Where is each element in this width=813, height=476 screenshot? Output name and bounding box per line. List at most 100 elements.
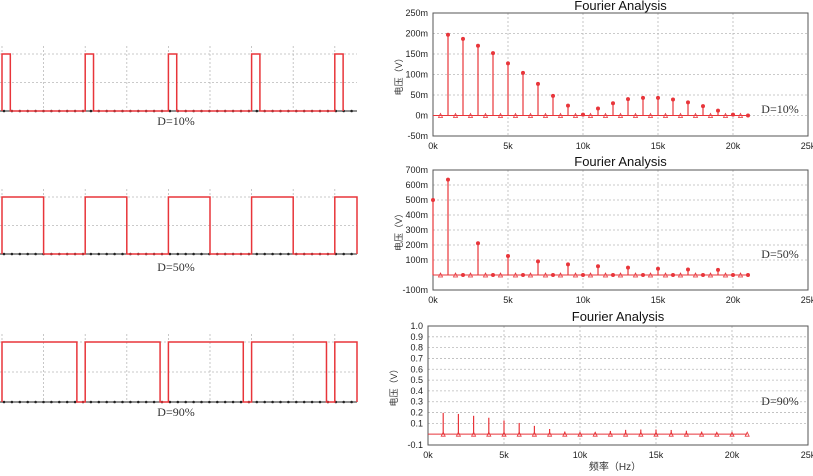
plot-frame [427,325,809,446]
spectrum-marker [546,431,553,437]
spectrum-marker [501,431,507,437]
spectrum-marker [440,431,446,437]
waveform-marker [144,400,148,404]
waveform-duty-label: D=90% [157,405,194,419]
waveform-marker [105,252,108,256]
spectrum-marker [737,272,744,278]
spectrum-marker [562,431,568,437]
y-axis-label: 电压（V） [393,53,404,95]
waveform-marker [255,252,259,256]
y-axis-label: 电压（V） [393,209,404,251]
spectrum-point [581,112,585,117]
waveform-marker [287,252,290,256]
fourier-charts: Fourier Analysis 0k 5k 10k 15k 20k 25k -50m 0m 50… [388,0,813,473]
spectrum-marker [531,431,538,437]
spectrum-marker [647,112,654,118]
waveform-panel-1: D=10% [0,46,357,128]
spectrum-marker [662,112,669,118]
spectrum-marker [698,431,705,437]
x-tick-label: 25k [801,450,813,460]
y-tick-label: 0.3 [410,397,423,407]
spectrum-marker [482,272,489,278]
waveform-marker [223,400,227,404]
spectrum-marker [557,112,564,118]
spectrum-marker [482,112,489,118]
chart-annotation: D=10% [761,102,798,116]
spectrum-point [461,273,465,277]
y-tick-label: 0.2 [410,408,423,418]
x-tick-label: 20k [726,141,741,151]
spectrum-marker [622,431,629,437]
spectrum-marker [647,272,654,278]
x-tick-label: 0k [423,450,433,460]
spectrum-point [671,273,675,277]
waveform-marker [231,400,235,404]
spectrum-point [521,70,525,75]
spectrum-marker [683,431,690,437]
spectrum-point [461,36,465,41]
y-tick-label: 100m [405,70,428,80]
waveform-trace [1,341,358,403]
y-tick-label: 300m [405,225,428,235]
waveform-marker [168,252,172,256]
y-tick-label: -0.1 [407,440,423,450]
x-tick-label: 25k [801,141,813,151]
x-tick-label: 25k [801,295,813,305]
x-tick-label: 0k [428,141,438,151]
spectrum-marker [668,431,674,437]
waveform-marker [18,252,22,256]
spectrum-marker [467,272,474,278]
spectrum-point [581,273,585,277]
chart-title: Fourier Analysis [574,154,667,169]
spectrum-point [431,198,435,202]
spectrum-marker [467,112,474,118]
waveform-marker [176,252,180,256]
y-tick-label: 0m [415,111,428,121]
waveform-marker [2,252,6,256]
spectrum-point [476,241,480,246]
y-tick-label: 600m [405,180,428,190]
spectrum-point [536,81,540,86]
y-tick-label: 200m [405,29,428,39]
x-tick-label: 10k [573,450,588,460]
spectrum-marker [470,431,477,437]
spectrum-marker [557,272,564,278]
spectrum-marker [486,431,492,437]
spectrum-point [596,264,600,269]
chart-annotation: D=50% [761,247,798,261]
spectrum-marker [587,112,594,118]
waveform-marker [97,252,101,256]
y-tick-label: 150m [405,49,428,59]
waveform-duty-label: D=50% [157,260,194,274]
spectrum-point [641,273,645,277]
y-tick-label: 0.9 [410,332,423,342]
waveform-marker [342,400,346,404]
x-tick-label: 15k [649,450,664,460]
waveform-marker [2,109,6,113]
x-tick-label: 20k [725,450,740,460]
y-tick-label: 0.7 [410,353,423,363]
spectrum-point [746,273,750,277]
spectrum-point [701,104,705,109]
waveform-marker [208,400,211,404]
spectrum-marker [452,112,459,118]
spectrum-point [566,103,570,108]
waveform-panel-3: D=90% [0,334,358,419]
spectrum-point [551,93,555,98]
waveform-marker [10,252,14,256]
spectrum-marker [617,272,624,278]
waveform-marker [271,400,274,404]
waveform-panel-2: D=50% [0,189,358,274]
spectrum-point [521,273,525,277]
waveform-marker [89,400,93,404]
waveform-marker [279,400,282,404]
spectrum-marker [632,272,639,278]
y-tick-label: 0.6 [410,364,423,374]
waveform-marker [34,252,37,256]
spectrum-marker [592,431,598,437]
spectrum-marker [455,431,462,437]
waveform-marker [176,400,180,404]
y-axis-label: 电压（V） [388,364,399,406]
spectrum-marker [692,112,699,118]
spectrum-marker [516,431,522,437]
